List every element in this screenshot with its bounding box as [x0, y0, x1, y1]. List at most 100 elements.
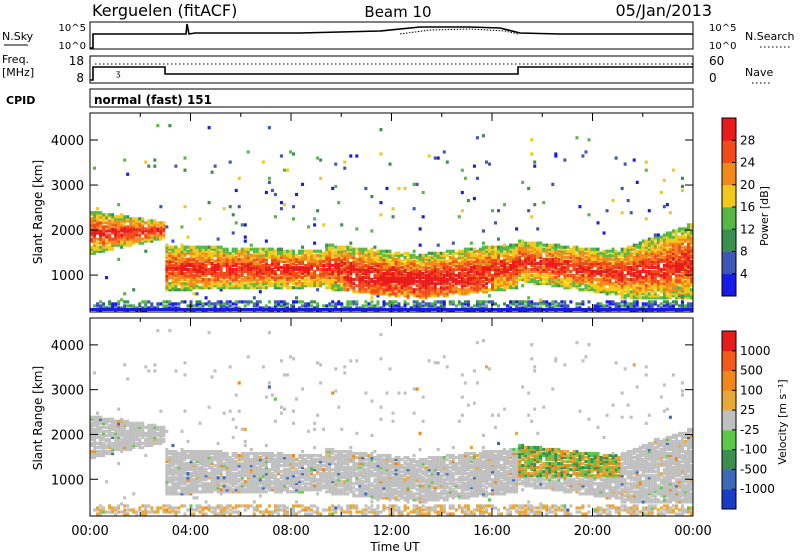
velocity-cell	[120, 417, 124, 421]
power-cell	[415, 255, 419, 259]
power-cell	[409, 265, 413, 270]
power-cell	[310, 282, 314, 286]
power-cell	[334, 259, 338, 263]
power-cell	[545, 302, 549, 306]
power-cell	[252, 273, 256, 278]
power-cell	[509, 300, 513, 304]
power-cell	[246, 278, 250, 282]
power-cell	[503, 284, 507, 288]
power-cell	[93, 225, 97, 229]
power-cell	[557, 249, 561, 253]
power-cell	[566, 255, 570, 259]
power-cell	[644, 288, 648, 292]
power-cell	[433, 251, 437, 255]
power-cell	[566, 265, 570, 270]
power-cell	[165, 306, 169, 310]
power-cell	[292, 251, 296, 255]
power-cell	[515, 286, 519, 290]
power-cell	[418, 286, 422, 290]
power-cell	[198, 217, 202, 221]
power-cell	[391, 253, 395, 257]
power-cell	[632, 306, 636, 310]
power-cell	[533, 263, 537, 268]
velocity-cell	[108, 417, 112, 421]
power-cell	[629, 255, 633, 259]
power-cell	[629, 259, 633, 263]
power-cell	[328, 245, 332, 249]
power-cell	[301, 182, 305, 186]
power-cell	[584, 284, 588, 288]
power-cell	[225, 302, 229, 306]
power-cell	[683, 253, 687, 257]
power-cell	[195, 269, 199, 274]
power-cell	[343, 284, 347, 288]
power-cell	[334, 278, 338, 282]
power-cell	[472, 275, 476, 280]
velocity-cell	[123, 439, 127, 444]
power-cell	[506, 282, 510, 286]
power-cell	[252, 275, 256, 280]
velocity-cell	[147, 433, 151, 437]
power-cell	[539, 251, 543, 255]
velocity-cell	[114, 423, 118, 427]
power-cell	[349, 249, 353, 253]
velocity-cell	[138, 421, 142, 425]
power-cell	[611, 288, 615, 292]
power-cell	[647, 288, 651, 292]
power-cell	[96, 231, 100, 235]
power-cell	[276, 278, 280, 282]
power-cell	[686, 237, 690, 241]
power-cell	[662, 235, 666, 239]
power-cell	[463, 271, 467, 276]
power-cell	[129, 243, 133, 247]
power-cell	[216, 263, 220, 268]
power-cell	[457, 271, 461, 276]
power-cell	[683, 265, 687, 270]
power-cell	[650, 273, 654, 278]
power-cell	[472, 286, 476, 290]
power-cell	[325, 261, 329, 265]
power-cell	[313, 300, 317, 304]
power-cell	[195, 300, 199, 304]
power-cell	[563, 278, 567, 282]
power-cell	[325, 243, 329, 247]
power-cell	[605, 290, 609, 294]
power-cell	[352, 263, 356, 268]
power-cell	[162, 300, 166, 304]
power-cell	[530, 306, 534, 310]
power-cell	[313, 217, 317, 221]
power-cell	[99, 241, 103, 245]
power-cell	[460, 306, 464, 310]
power-cell	[551, 269, 555, 274]
power-cell	[614, 306, 618, 310]
power-cell	[653, 294, 657, 298]
power-cell	[331, 288, 335, 292]
power-cell	[686, 286, 690, 290]
power-cell	[90, 249, 93, 253]
power-cell	[132, 288, 136, 292]
power-cell	[668, 294, 672, 298]
power-cell	[677, 229, 681, 233]
power-cell	[445, 253, 449, 257]
power-cell	[593, 306, 597, 310]
power-cell	[677, 278, 681, 282]
power-cell	[587, 280, 591, 284]
velocity-cell	[90, 437, 93, 442]
power-cell	[475, 302, 479, 306]
power-cell	[484, 286, 488, 290]
power-cell	[587, 251, 591, 255]
power-cell	[322, 253, 326, 257]
power-cell	[355, 263, 359, 268]
power-cell	[572, 245, 576, 249]
power-cell	[180, 257, 184, 261]
power-cell	[494, 253, 498, 257]
power-cell	[418, 292, 422, 296]
power-cell	[566, 261, 570, 265]
power-cell	[484, 259, 488, 263]
power-cell	[602, 282, 606, 286]
power-cell	[680, 294, 684, 298]
power-cell	[180, 253, 184, 257]
power-cell	[222, 247, 226, 251]
power-cell	[213, 271, 217, 276]
power-cell	[590, 269, 594, 274]
